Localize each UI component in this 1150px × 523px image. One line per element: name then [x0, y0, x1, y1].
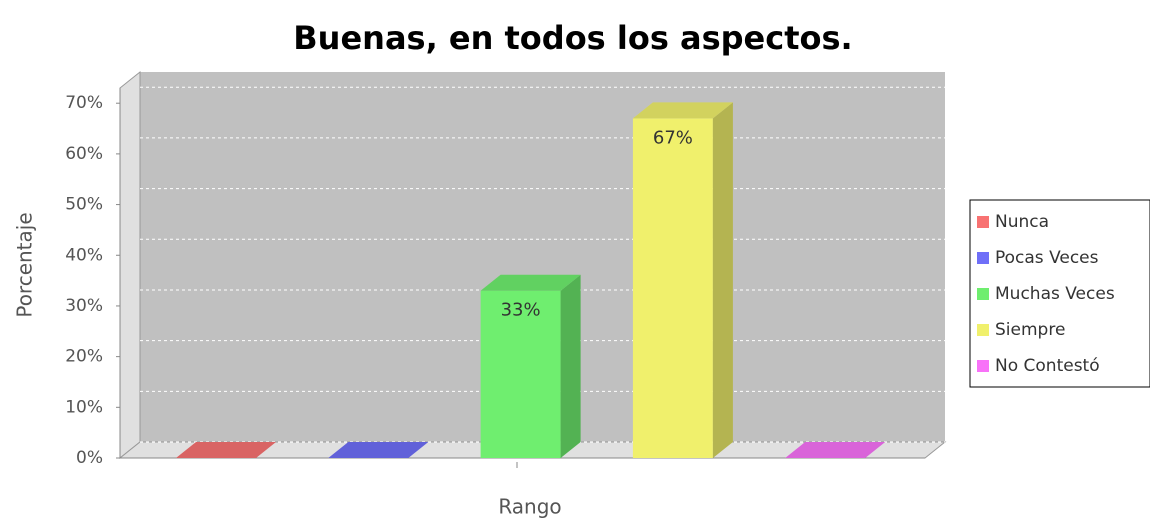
legend-label: Nunca: [995, 212, 1049, 232]
bar-side-shade: [560, 274, 581, 458]
legend-swatch: [977, 324, 989, 336]
bar-top-shade: [785, 442, 886, 458]
bar-top-shade: [176, 442, 276, 458]
bar-top: [632, 102, 733, 119]
y-tick-label: 70%: [65, 93, 103, 113]
bar-side: [712, 102, 733, 459]
bar-side: [560, 274, 581, 458]
y-tick-label: 30%: [65, 296, 103, 316]
y-tick-label: 60%: [65, 144, 103, 164]
bar-front: [632, 118, 713, 459]
bar-side-shade: [712, 102, 733, 459]
chart-title: Buenas, en todos los aspectos.: [293, 19, 852, 57]
legend-swatch: [977, 288, 989, 300]
value-label: 33%: [501, 300, 541, 321]
bar-top: [176, 442, 276, 458]
legend: [969, 199, 1150, 388]
x-axis-label: Rango: [498, 495, 561, 519]
y-tick-label: 20%: [65, 347, 103, 367]
legend-swatch: [977, 216, 989, 228]
bar-front: [480, 290, 561, 458]
bar-top-shade: [632, 102, 733, 119]
bar-top-shade: [480, 274, 581, 291]
legend-label: Muchas Veces: [995, 284, 1115, 304]
left-wall: [119, 70, 141, 460]
value-label: 67%: [653, 127, 693, 148]
bar-top: [480, 274, 581, 291]
legend-label: Pocas Veces: [995, 248, 1099, 268]
y-tick-label: 10%: [65, 397, 103, 417]
y-tick-label: 40%: [65, 245, 103, 265]
bar-top: [328, 442, 429, 458]
legend-swatch: [977, 252, 989, 264]
legend-label: No Contestó: [995, 356, 1100, 376]
bar-top: [785, 442, 886, 458]
legend-swatch: [977, 360, 989, 372]
legend-label: Siempre: [995, 320, 1065, 340]
y-tick-label: 50%: [65, 195, 103, 215]
bar-top-shade: [328, 442, 429, 458]
y-tick-label: 0%: [76, 448, 103, 468]
back-wall: [140, 72, 945, 442]
y-axis-label: Porcentaje: [13, 212, 37, 317]
